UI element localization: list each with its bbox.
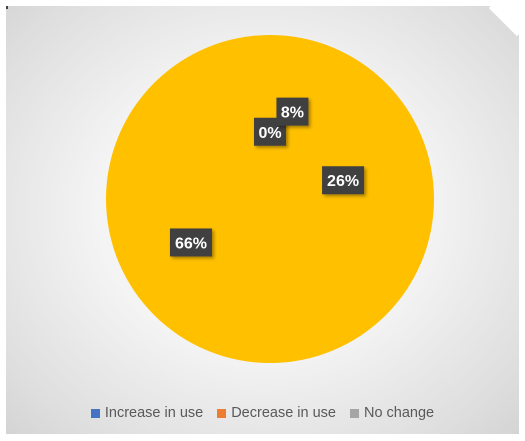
- legend-label-no-change: No change: [363, 405, 435, 421]
- pie-chart: 0%8% 26% 66%: [106, 35, 434, 363]
- legend-swatch-decrease: [217, 408, 227, 418]
- data-label-box: [276, 97, 309, 126]
- pie-slice-large: [106, 35, 434, 363]
- data-label-no-change: 26%: [322, 166, 365, 195]
- data-label-large: 66%: [169, 228, 212, 257]
- chart-area: 0% 8% 26% 66% Increase in use Decrease in u…: [6, 6, 519, 434]
- data-label-decrease: 8%: [276, 97, 309, 126]
- legend-label-decrease: Decrease in use: [231, 405, 336, 421]
- data-label-box: [169, 228, 212, 257]
- legend: Increase in use Decrease in use No chang…: [6, 405, 519, 421]
- corner-tick: [6, 6, 8, 9]
- legend-item-no-change: No change: [349, 405, 435, 421]
- data-label-text: 66%: [175, 235, 207, 252]
- legend-label-increase: Increase in use: [104, 405, 204, 421]
- legend-swatch-no-change: [349, 408, 359, 418]
- legend-swatch-increase: [90, 408, 100, 418]
- data-label-box: [322, 166, 365, 195]
- data-label-text: 26%: [327, 173, 359, 190]
- data-label-text: 0%: [258, 125, 281, 142]
- legend-item-decrease: Decrease in use: [217, 405, 336, 421]
- legend-item-increase: Increase in use: [90, 405, 204, 421]
- data-label-text: 8%: [281, 105, 304, 122]
